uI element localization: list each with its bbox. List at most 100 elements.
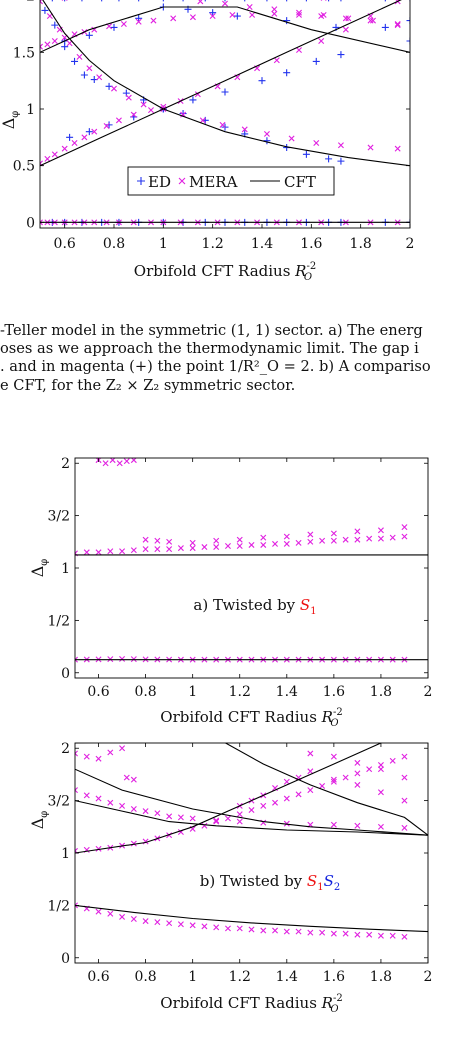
mera-marker: [296, 11, 302, 18]
mera-marker: [366, 535, 373, 542]
cft-curve: [224, 743, 428, 836]
x-tick-label: 1: [188, 684, 197, 700]
mera-marker: [354, 931, 361, 938]
y-tick-label: 0: [26, 215, 35, 231]
mera-marker: [401, 753, 408, 760]
ed-marker: [71, 57, 79, 65]
mera-marker: [86, 65, 93, 72]
mera-marker: [330, 930, 337, 937]
ed-marker: [312, 57, 320, 65]
x-tick-label: 0.6: [87, 969, 109, 985]
caption-line-3: . and in magenta (+) the point 1/R²_O = …: [0, 358, 431, 376]
mera-marker: [260, 927, 267, 934]
caption-line-4: e CFT, for the Z₂ × Z₂ symmetric sector.: [0, 376, 296, 394]
mera-marker: [283, 928, 290, 935]
mera-marker: [260, 534, 267, 541]
ed-marker: [162, 0, 164, 2]
x-tick-label: 2: [406, 236, 415, 252]
mera-marker: [337, 142, 344, 149]
ed-marker: [337, 157, 345, 165]
mera-marker: [119, 745, 126, 752]
x-tick-label: 0.8: [134, 969, 156, 985]
mera-marker: [61, 145, 68, 152]
x-tick-label: 1.8: [350, 236, 372, 252]
mera-marker: [272, 927, 279, 934]
mera-marker: [377, 932, 384, 939]
mera-marker: [95, 795, 102, 802]
y-tick-label: 2: [61, 456, 70, 472]
mera-marker: [295, 539, 302, 546]
mera-marker: [224, 925, 231, 932]
mera-marker: [307, 929, 314, 936]
mera-marker: [283, 795, 290, 802]
mera-marker: [307, 750, 314, 757]
mera-marker: [236, 811, 243, 818]
ed-marker: [80, 71, 88, 79]
legend-mera-label: MERA: [189, 173, 238, 191]
mera-marker: [189, 539, 196, 546]
mera-marker: [370, 17, 376, 24]
mera-marker: [189, 922, 196, 929]
mera-marker: [401, 774, 408, 781]
mera-marker: [154, 546, 161, 553]
y-tick-label: 3/2: [47, 794, 70, 810]
mera-marker: [318, 38, 325, 44]
figure-caption: -Teller model in the symmetric (1, 1) se…: [0, 322, 474, 395]
mera-marker: [354, 536, 361, 543]
mera-marker: [130, 776, 137, 783]
mera-marker: [199, 117, 206, 124]
ed-marker: [182, 0, 184, 2]
mera-marker: [154, 537, 161, 544]
mera-marker: [273, 57, 280, 64]
mera-marker: [166, 538, 173, 545]
mera-marker: [263, 130, 270, 137]
mera-marker: [222, 0, 228, 7]
mera-marker: [236, 543, 243, 549]
mera-marker: [394, 145, 401, 152]
mera-marker: [330, 753, 337, 760]
mera-marker: [288, 135, 295, 142]
mera-marker: [319, 929, 326, 936]
x-tick-label: 0.6: [54, 236, 76, 252]
mera-marker: [296, 9, 302, 16]
mera-marker: [377, 789, 384, 796]
ed-marker: [258, 77, 266, 85]
ed-marker: [85, 31, 93, 39]
ed-marker: [406, 37, 410, 45]
x-tick-label: 1.2: [229, 684, 251, 700]
mera-marker: [75, 656, 78, 663]
mera-marker: [330, 537, 337, 544]
mera-marker: [213, 544, 220, 551]
mera-marker: [130, 547, 137, 554]
x-axis-label: Orbifold CFT Radius R-2 O: [134, 261, 316, 283]
ed-marker: [283, 69, 291, 77]
mera-marker: [394, 22, 401, 29]
mera-marker: [319, 537, 326, 544]
mera-marker: [107, 910, 114, 917]
mera-marker: [91, 128, 98, 135]
mera-marker: [148, 107, 154, 114]
mera-marker: [377, 823, 384, 830]
mera-marker: [354, 759, 361, 766]
ed-marker: [135, 14, 143, 22]
mera-marker: [103, 123, 110, 129]
mera-marker: [102, 460, 109, 467]
mera-marker: [345, 15, 352, 22]
mera-marker: [236, 925, 243, 932]
x-tick-label: 1.6: [300, 236, 322, 252]
y-axis-label: Δφ: [28, 559, 50, 578]
ed-marker: [286, 0, 288, 2]
mera-marker: [177, 814, 184, 821]
y-tick-label: 2: [61, 741, 70, 757]
plot-area: [75, 458, 428, 663]
mera-marker: [83, 549, 90, 556]
cft-curve: [42, 0, 410, 167]
mera-marker: [201, 923, 208, 930]
mera-marker: [130, 916, 137, 922]
mera-marker: [271, 10, 278, 17]
mera-marker: [296, 47, 302, 54]
mera-marker: [271, 6, 278, 13]
mera-marker: [401, 824, 408, 831]
x-tick-label: 1.8: [370, 684, 392, 700]
mera-marker: [75, 787, 78, 794]
